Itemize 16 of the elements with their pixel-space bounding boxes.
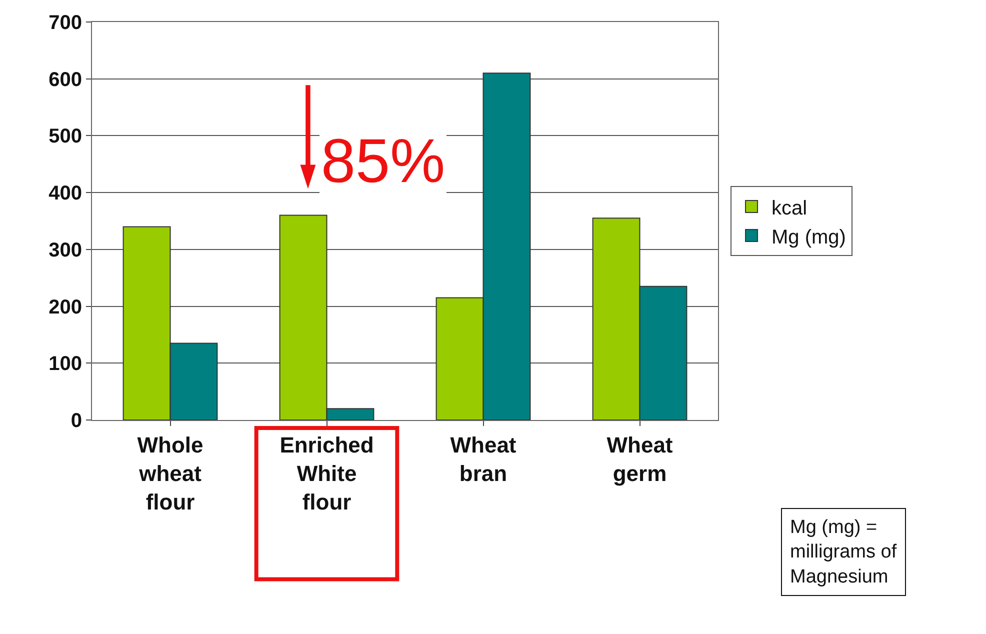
y-tick-label: 400 bbox=[48, 182, 82, 205]
y-tick-label: 300 bbox=[48, 239, 82, 262]
x-tick-label: Enriched White flour bbox=[280, 432, 374, 515]
y-tick-label: 200 bbox=[48, 296, 82, 318]
x-tick-label: Wheat germ bbox=[606, 432, 674, 486]
y-tick-label: 0 bbox=[70, 410, 82, 432]
legend-label: kcal bbox=[772, 197, 808, 220]
text: Mg (mg) = milligrams of Magnesium bbox=[790, 517, 898, 588]
y-tick-label: 500 bbox=[48, 126, 82, 148]
y-tick-label: 100 bbox=[48, 353, 82, 376]
y-tick-label: 700 bbox=[48, 12, 82, 34]
x-tick-label: Wheat bran bbox=[450, 432, 517, 486]
legend-label: Mg (mg) bbox=[772, 226, 846, 248]
annotation: 85% bbox=[321, 127, 446, 196]
x-tick-label: Whole wheat flour bbox=[137, 432, 204, 515]
y-tick-label: 600 bbox=[48, 68, 82, 91]
